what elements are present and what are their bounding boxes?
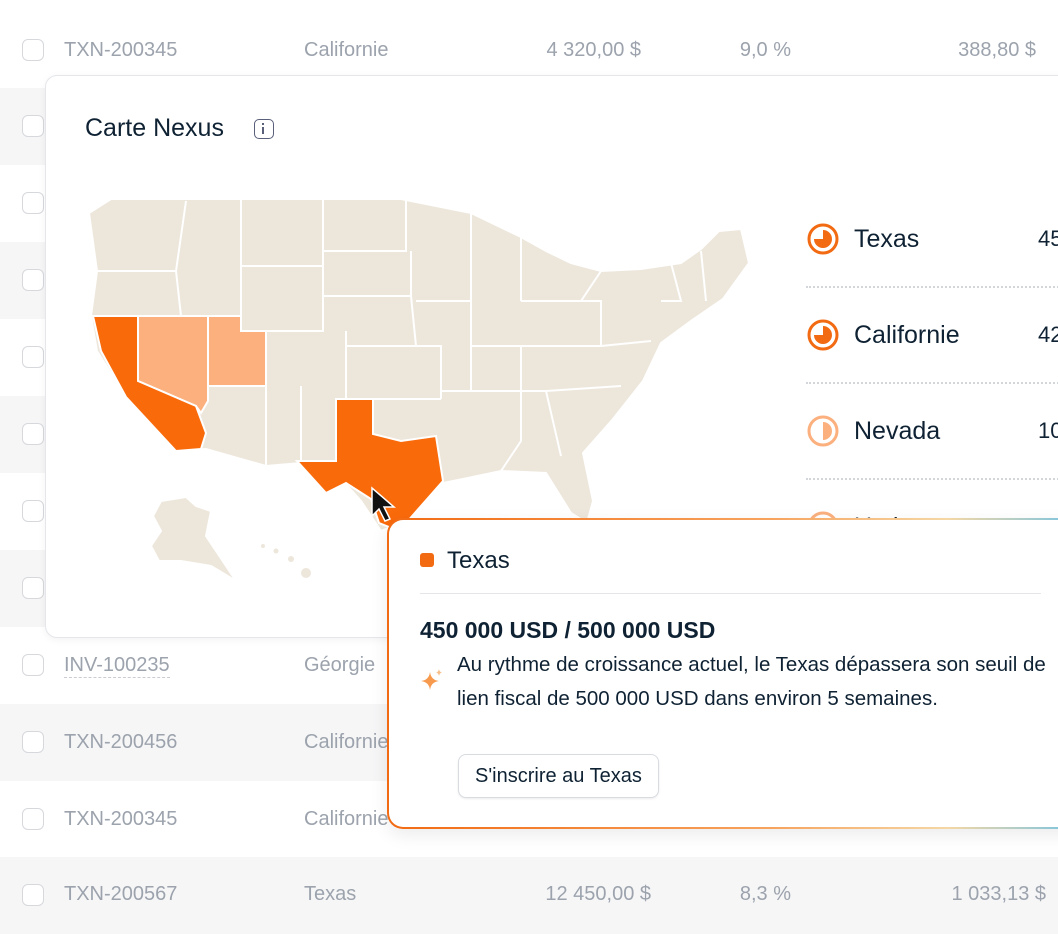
legend-amount: 42 [1038,322,1058,347]
register-button[interactable]: S'inscrire au Texas [458,754,659,798]
table-row [0,473,1058,550]
table-row: INV-100235 Géorgie [0,627,1058,704]
state-california [91,315,208,453]
tax: 1 033,13 $ [951,883,1046,905]
tooltip-message: Au rythme de croissance actuel, le Texas… [457,653,1046,710]
legend-item[interactable]: Texas 45 [806,223,1058,320]
sparkle-icon [421,669,442,690]
legend-amount: 10 [1038,418,1058,443]
rate: 9,0 % [739,39,791,61]
us-map [87,198,751,582]
amount: 4 320,00 $ [546,39,641,61]
table-row: TXN-200567 Texas 12 450,00 $ 8,3 % 1 033… [0,857,1058,934]
tax: 388,80 $ [958,39,1036,61]
table-row: TXN-200345 Californie 4 320,00 $ 9,0 % 3… [0,12,1058,89]
txn-id: TXN-200345 [64,39,178,61]
checkbox[interactable] [22,731,44,753]
state: Texas [304,883,357,905]
legend-icon [807,415,839,447]
tooltip-amount: 450 000 USD / 500 000 USD [420,617,716,643]
legend-icon [807,319,839,351]
txn-id: INV-100235 [64,654,170,678]
cursor [371,486,397,522]
table-row: TXN-200345 Californie [0,781,1058,858]
us-outline [87,198,751,533]
legend-state: Texas [854,225,920,253]
checkbox[interactable] [22,808,44,830]
legend-amount: 45 [1038,226,1058,251]
card-title: Carte Nexus [85,114,224,142]
legend-state: Nevada [854,417,941,445]
tooltip: Texas 450 000 USD / 500 000 USD Au rythm… [387,518,1058,829]
amount: 12 450,00 $ [545,883,651,905]
txn-id: TXN-200456 [64,731,178,753]
legend-item[interactable]: Californie 42 [806,319,1058,416]
rate: 8,3 % [739,883,791,905]
page: {"table": {"rows": [ ["TXN-200345", "Cal… [0,12,1058,906]
checkbox[interactable] [22,346,44,368]
legend-item[interactable]: Nevada 10 [806,415,1058,512]
txn-id: TXN-200345 [64,808,178,830]
table-row [0,319,1058,396]
state: Californie [304,731,389,753]
txn-id: TXN-200567 [64,883,178,905]
checkbox[interactable] [22,115,44,137]
checkbox[interactable] [22,654,44,676]
checkbox[interactable] [22,423,44,445]
hawaii [261,544,311,578]
legend-icon [807,223,839,255]
checkbox[interactable] [22,884,44,906]
checkbox[interactable] [22,269,44,291]
tooltip-state: Texas [447,547,510,574]
checkbox[interactable] [22,500,44,522]
checkbox[interactable] [22,577,44,599]
state: Californie [304,808,389,830]
state: Californie [304,39,389,61]
table-row [0,165,1058,242]
info-icon[interactable] [254,119,274,139]
state: Géorgie [304,654,376,676]
state-alaska [149,495,237,582]
checkbox[interactable] [22,39,44,61]
color-swatch [420,553,434,567]
legend-state: Californie [854,321,960,349]
checkbox[interactable] [22,192,44,214]
